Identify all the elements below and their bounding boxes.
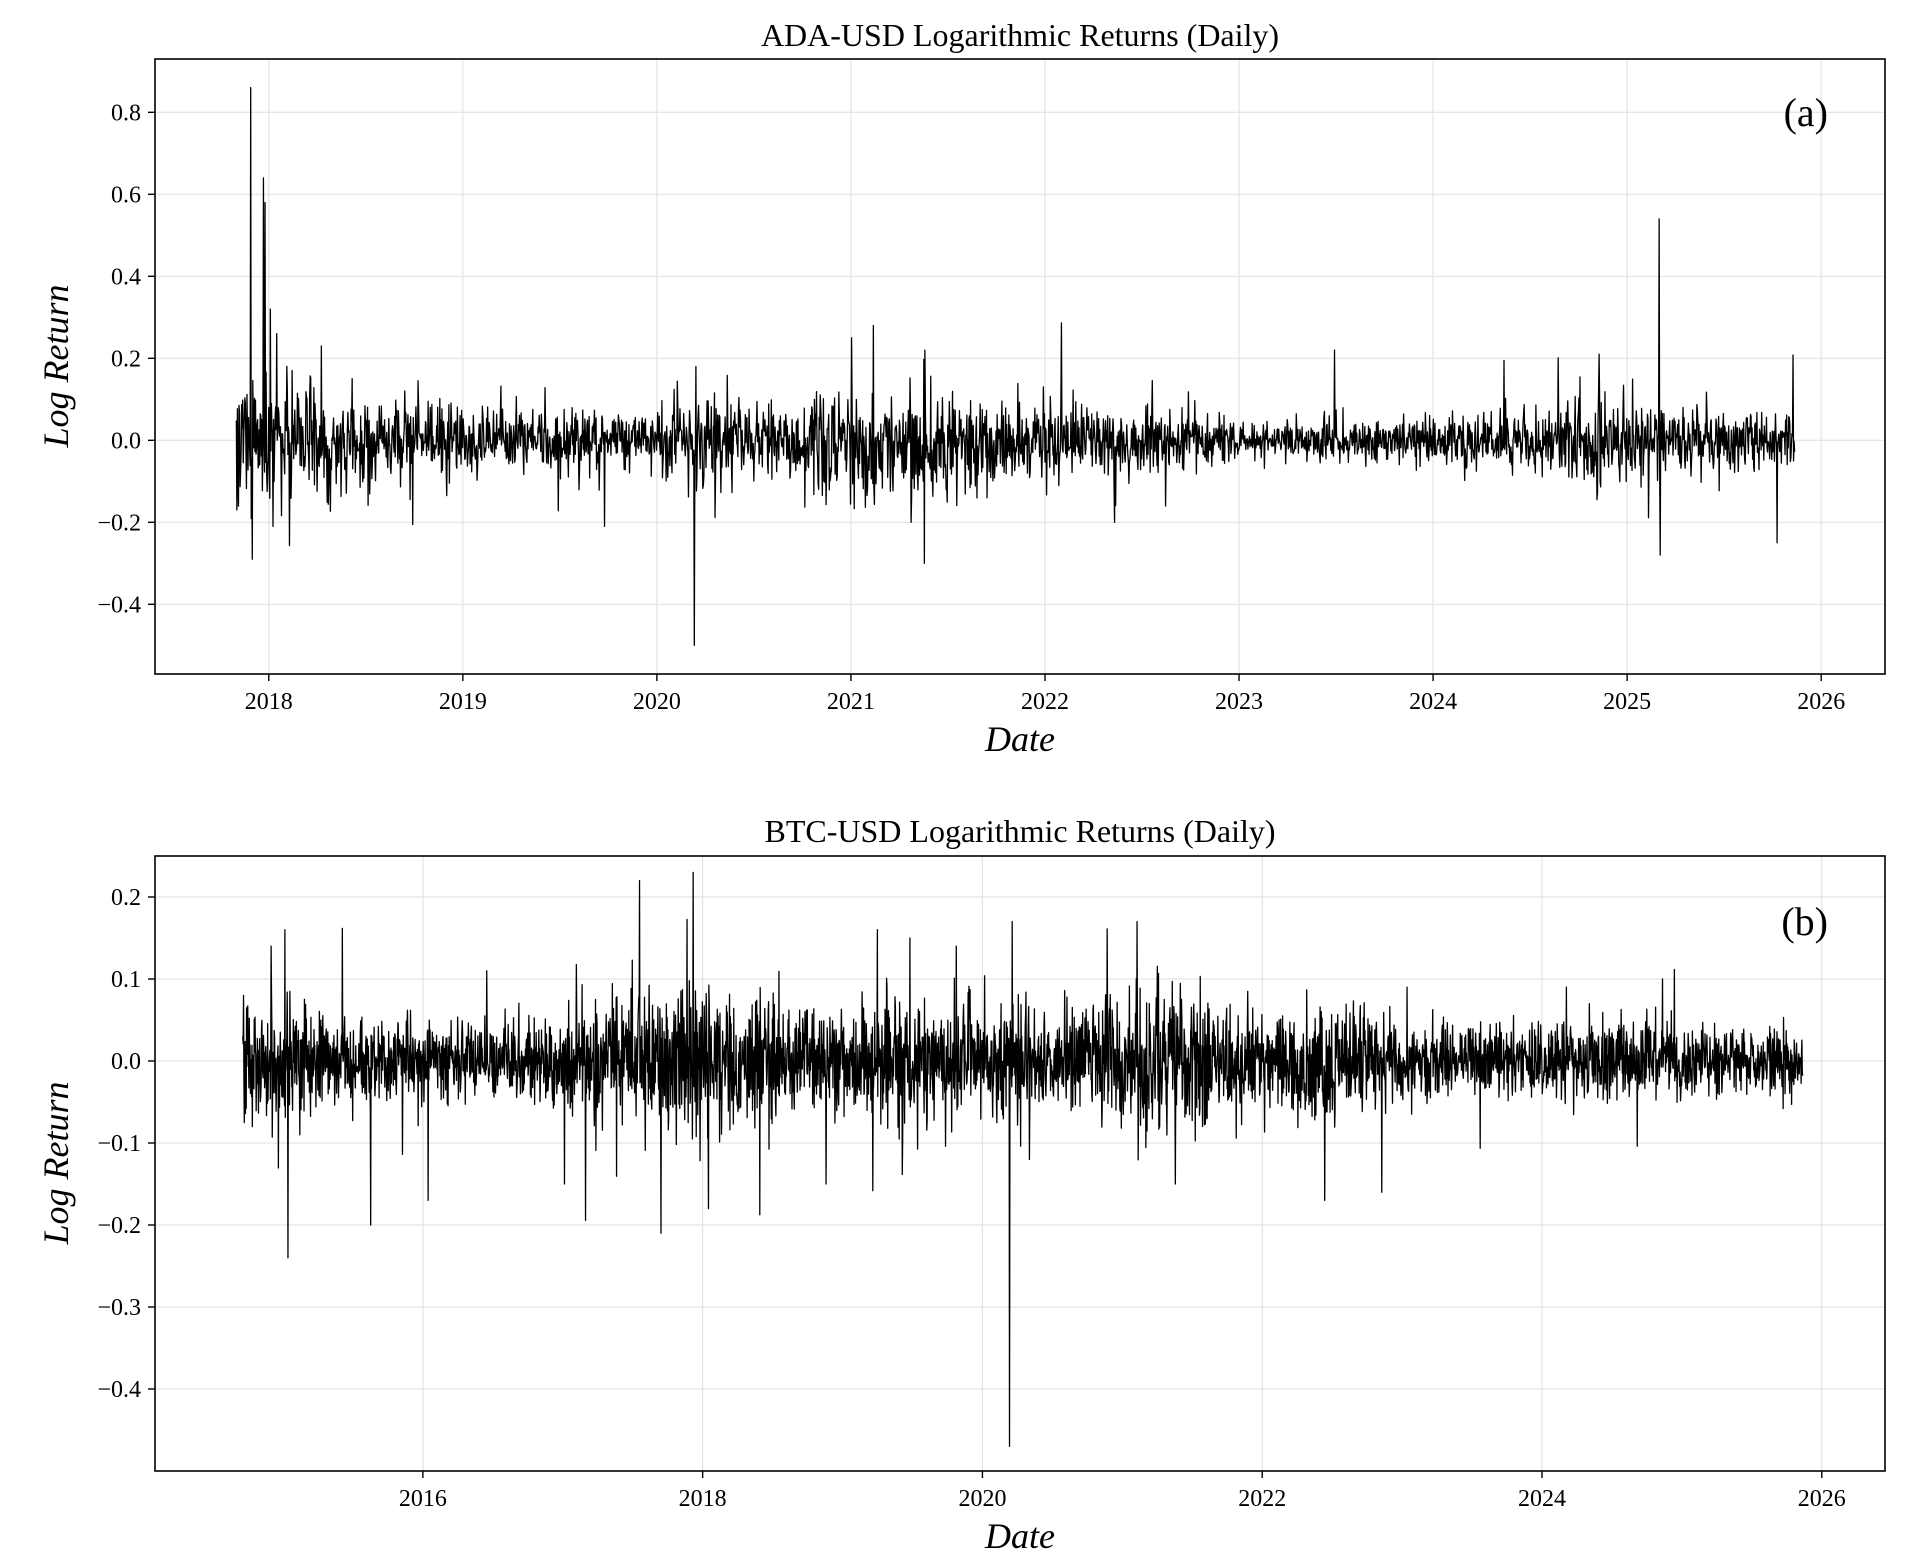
y-tick-label: −0.3 — [97, 1295, 141, 1321]
panel-label-b: (b) — [1781, 899, 1828, 944]
y-tick-label: 0.0 — [111, 428, 141, 454]
y-tick-label: 0.1 — [111, 967, 141, 993]
y-axis-ada: −0.4 −0.2 0.0 0.2 0.4 0.6 0.8 — [97, 100, 155, 618]
panel-label-a: (a) — [1784, 90, 1828, 135]
x-tick-label: 2023 — [1215, 689, 1263, 715]
y-axis-btc: −0.4 −0.3 −0.2 −0.1 0.0 0.1 0.2 — [97, 885, 155, 1403]
plot-frame-ada — [154, 58, 1886, 675]
series-line-ada — [235, 87, 1796, 646]
y-tick-label: 0.6 — [111, 182, 141, 208]
grid-btc — [155, 856, 1885, 1471]
x-tick-label: 2020 — [633, 689, 681, 715]
y-tick-label: 0.8 — [111, 100, 141, 126]
x-tick-label: 2021 — [827, 689, 875, 715]
y-tick-label: 0.2 — [111, 346, 141, 372]
series-line-btc — [242, 871, 1804, 1448]
x-tick-label: 2026 — [1797, 689, 1845, 715]
y-tick-label: 0.4 — [111, 264, 141, 290]
y-tick-label: −0.4 — [97, 1377, 141, 1403]
chart-ada: −0.4 −0.2 0.0 0.2 0.4 0.6 0.8 2018 2019 2020 2021… — [36, 17, 1886, 759]
x-axis-title-ada: Date — [984, 719, 1055, 759]
chart-title-ada: ADA-USD Logarithmic Returns (Daily) — [761, 17, 1279, 53]
y-axis-title-ada: Log Return — [36, 284, 76, 448]
plot-frame-btc — [154, 855, 1886, 1472]
x-tick-label: 2020 — [958, 1486, 1006, 1512]
x-tick-label: 2024 — [1518, 1486, 1566, 1512]
x-tick-label: 2022 — [1021, 689, 1069, 715]
grid-ada — [155, 59, 1885, 674]
x-tick-label: 2024 — [1409, 689, 1457, 715]
y-tick-label: 0.2 — [111, 885, 141, 911]
x-tick-label: 2018 — [245, 689, 293, 715]
y-axis-title-btc: Log Return — [36, 1081, 76, 1245]
x-axis-title-btc: Date — [984, 1516, 1055, 1556]
series-ada — [235, 87, 1796, 646]
y-tick-label: 0.0 — [111, 1049, 141, 1075]
x-axis-btc: 2016 2018 2020 2022 2024 2026 — [399, 1471, 1846, 1512]
y-tick-label: −0.1 — [97, 1131, 141, 1157]
x-tick-label: 2026 — [1798, 1486, 1846, 1512]
x-tick-label: 2022 — [1238, 1486, 1286, 1512]
series-btc — [242, 871, 1804, 1448]
x-tick-label: 2025 — [1603, 689, 1651, 715]
chart-title-btc: BTC-USD Logarithmic Returns (Daily) — [764, 813, 1275, 849]
x-tick-label: 2016 — [399, 1486, 447, 1512]
x-axis-ada: 2018 2019 2020 2021 2022 2023 2024 2025 2026 — [245, 674, 1845, 715]
x-tick-label: 2018 — [679, 1486, 727, 1512]
x-tick-label: 2019 — [439, 689, 487, 715]
y-tick-label: −0.2 — [97, 1213, 141, 1239]
y-tick-label: −0.2 — [97, 510, 141, 536]
chart-btc: −0.4−0.3−0.2−0.10.00.10.2 2016 2018 2020 20… — [36, 813, 1886, 1556]
y-tick-label: −0.4 — [97, 592, 141, 618]
